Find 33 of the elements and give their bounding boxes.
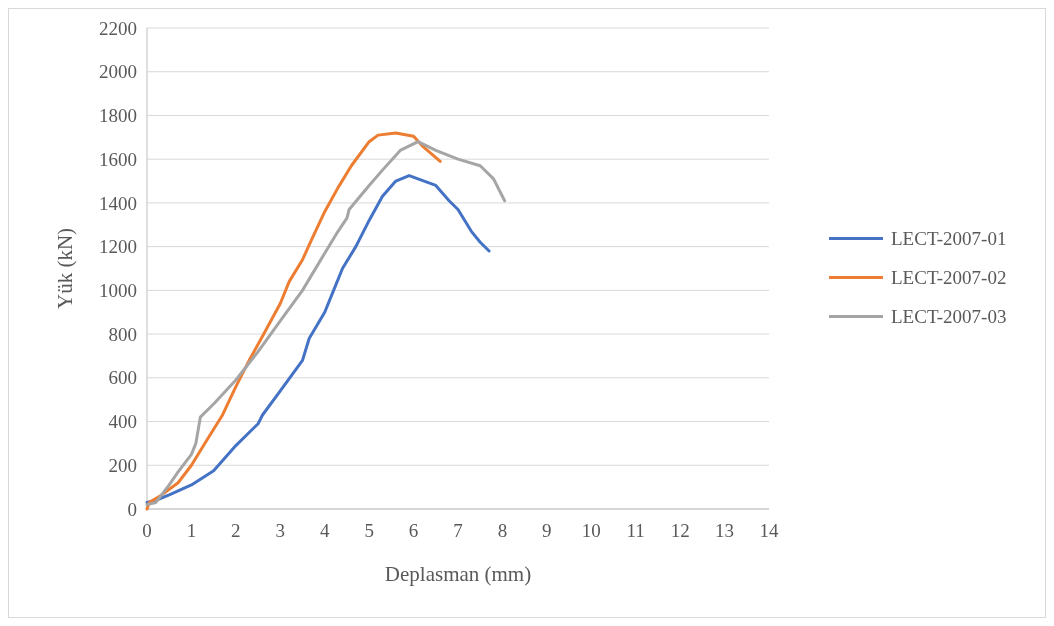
y-tick-label: 1400 [99,192,137,214]
y-tick-label: 200 [108,454,137,476]
x-tick-label: 2 [231,520,241,541]
y-tick-label: 1600 [99,148,137,170]
y-tick-label: 1800 [99,105,137,127]
x-tick-label: 4 [319,520,330,541]
x-tick-label: 13 [715,520,735,541]
y-tick-label: 400 [108,411,137,433]
x-tick-label: 8 [497,520,508,541]
y-tick-label: 2200 [99,17,137,39]
y-tick-label: 600 [108,367,137,389]
y-tick-label: 1000 [99,280,137,302]
x-tick-label: 12 [670,520,690,541]
legend-label: LECT-2007-02 [891,267,1007,289]
x-axis-title: Deplasman (mm) [384,562,532,586]
legend-label: LECT-2007-03 [891,306,1007,328]
x-tick-label: 14 [759,520,779,541]
x-tick-label: 1 [186,520,197,541]
x-tick-label: 9 [542,520,552,541]
x-tick-label: 10 [581,520,601,541]
x-tick-label: 5 [364,520,374,541]
y-axis-title: Yük (kN) [53,227,77,310]
y-tick-label: 1200 [99,236,137,258]
x-tick-label: 6 [408,520,419,541]
line-series [145,131,442,511]
y-tick-label: 2000 [99,61,137,83]
x-tick-label: 7 [453,520,463,541]
legend-label: LECT-2007-01 [891,228,1007,250]
x-tick-label: 0 [142,520,152,541]
x-tick-label: 3 [275,520,286,541]
y-tick-label: 800 [108,323,137,345]
y-tick-label: 0 [127,498,137,520]
x-tick-label: 11 [626,520,645,541]
